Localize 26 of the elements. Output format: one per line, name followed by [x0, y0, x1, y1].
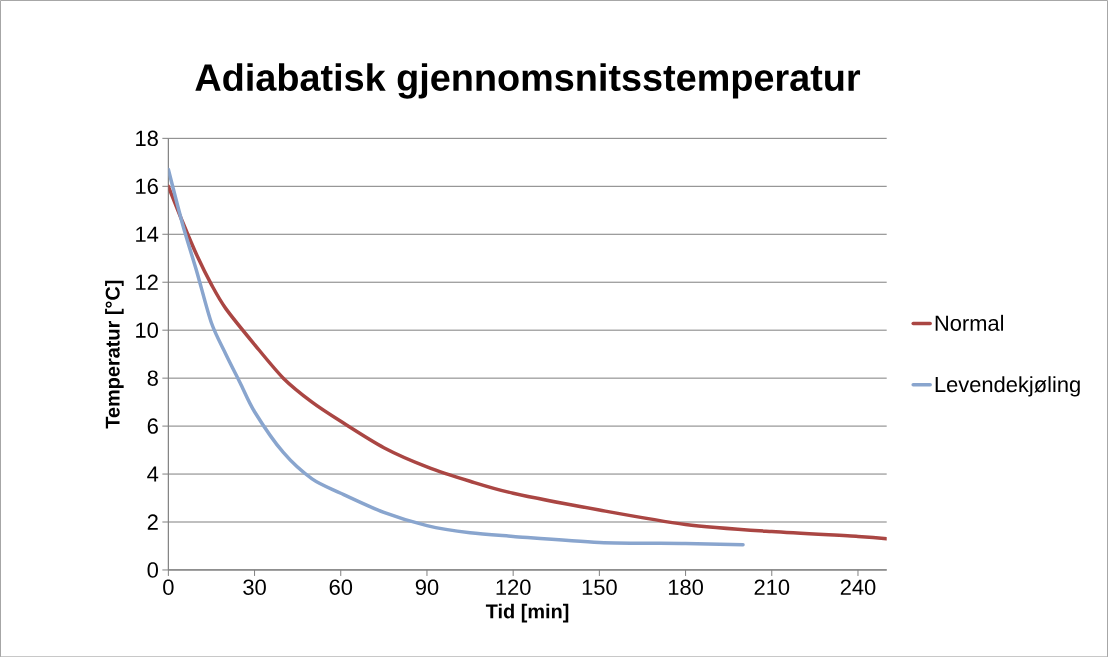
- x-tick-label: 210: [754, 579, 790, 595]
- y-tick-label: 10: [136, 322, 158, 338]
- y-tick-label: 18: [136, 130, 158, 146]
- chart-title: Adiabatisk gjennomsnitsstemperatur: [195, 63, 861, 99]
- y-tick-label: 14: [136, 226, 159, 242]
- legend-label: Normal: [935, 314, 1004, 331]
- y-tick-label: 4: [147, 466, 159, 482]
- x-tick-label: 240: [840, 579, 876, 595]
- x-tick-label: 180: [668, 579, 703, 595]
- x-tick-label: 90: [415, 579, 439, 595]
- x-tick-label: 0: [163, 579, 174, 595]
- x-axis-title: Tid [min]: [485, 603, 569, 623]
- x-tick-label: 60: [329, 579, 353, 595]
- x-tick-label: 30: [243, 579, 266, 595]
- line-series: [168, 167, 745, 547]
- y-axis-title: Temperatur [°C]: [105, 280, 124, 429]
- y-tick-label: 2: [147, 514, 158, 530]
- x-tick-label: 150: [582, 579, 617, 595]
- legend-label: Levendekjøling: [935, 375, 1080, 397]
- y-tick-label: 6: [147, 418, 158, 434]
- x-tick-label: 120: [496, 579, 531, 595]
- line-series: [168, 184, 887, 541]
- y-tick-label: 0: [147, 562, 158, 578]
- y-tick-label: 8: [147, 370, 158, 386]
- y-tick-label: 16: [136, 178, 158, 194]
- y-tick-label: 12: [136, 274, 158, 290]
